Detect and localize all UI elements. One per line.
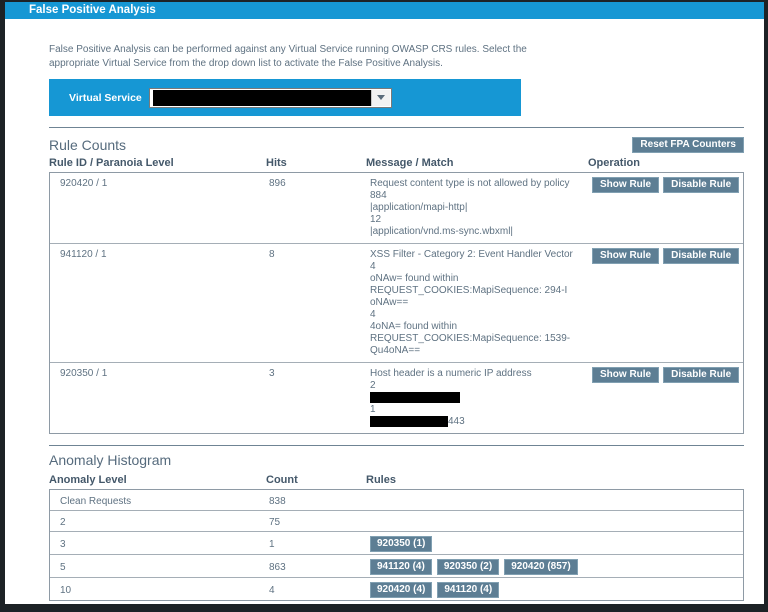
operation-cell: Show Rule Disable Rule: [589, 247, 743, 357]
table-row: 10 4 920420 (4) 941120 (4): [50, 578, 743, 600]
message-line: 4: [370, 309, 376, 320]
anomaly-table-body: Clean Requests 838 2 75 3 1 920350 (1) 5 863 9411…: [49, 489, 744, 602]
disable-rule-button[interactable]: Disable Rule: [663, 248, 740, 264]
select-arrow-button[interactable]: [370, 89, 390, 106]
message-line: oNAw==: [370, 297, 409, 308]
description-text: False Positive Analysis can be performed…: [49, 44, 527, 69]
rule-counts-title: Rule Counts: [49, 136, 127, 153]
message-line: oNAw= found within: [370, 273, 459, 284]
table-row: 920350 / 1 3 Host header is a numeric IP a…: [50, 363, 743, 433]
anomaly-level-cell: Clean Requests: [60, 495, 132, 507]
rule-chip-button[interactable]: 920350 (1): [370, 536, 433, 553]
rule-id-cell: 920350 / 1: [60, 368, 108, 379]
rules-cell: [367, 520, 743, 522]
chevron-down-icon: [376, 95, 385, 100]
reset-fpa-counters-button[interactable]: Reset FPA Counters: [632, 136, 744, 153]
message-line: REQUEST_COOKIES:MapiSequence: 294-I: [370, 285, 568, 296]
message-line: |application/vnd.ms-sync.wbxml|: [370, 226, 514, 237]
count-cell: 838: [269, 495, 286, 507]
message-line: 4: [370, 261, 376, 272]
message-match-cell: Host header is a numeric IP address 2 1 443: [367, 366, 589, 428]
rule-chip-button[interactable]: 920420 (857): [504, 559, 578, 576]
message-line: 4oNA= found within: [370, 321, 458, 332]
anomaly-level-cell: 10: [60, 584, 72, 596]
virtual-service-label: Virtual Service: [69, 91, 142, 104]
rules-cell: 920420 (4) 941120 (4): [367, 580, 743, 599]
table-row: 3 1 920350 (1): [50, 532, 743, 556]
message-match-cell: XSS Filter - Category 2: Event Handler V…: [367, 247, 589, 357]
page: False Positive Analysis False Positive A…: [5, 2, 764, 604]
table-row: Clean Requests 838: [50, 490, 743, 512]
disable-rule-button[interactable]: Disable Rule: [663, 367, 740, 383]
show-rule-button[interactable]: Show Rule: [592, 367, 660, 383]
rules-cell: 941120 (4) 920350 (2) 920420 (857): [367, 557, 743, 576]
virtual-service-panel: Virtual Service: [49, 79, 521, 116]
rules-cell: 920350 (1): [367, 534, 743, 553]
message-line: 884: [370, 190, 387, 201]
page-title: False Positive Analysis: [5, 2, 764, 19]
message-line: 1: [370, 404, 376, 416]
count-cell: 4: [269, 584, 275, 596]
anomaly-level-cell: 5: [60, 561, 66, 573]
message-line: Request content type is not allowed by p…: [370, 178, 570, 189]
message-line: [370, 392, 589, 404]
redacted-text: [370, 392, 460, 403]
col-header-message: Message / Match: [366, 157, 454, 169]
rule-chip-button[interactable]: 941120 (4): [437, 582, 500, 599]
anomaly-level-cell: 2: [60, 516, 66, 528]
col-header-count: Count: [266, 474, 298, 487]
col-header-hits: Hits: [266, 157, 287, 169]
message-line: Host header is a numeric IP address: [370, 368, 532, 379]
virtual-service-redacted-value: [152, 89, 371, 106]
message-line: 443: [370, 416, 589, 428]
message-line: 12: [370, 214, 382, 225]
hits-cell: 3: [269, 368, 275, 379]
count-cell: 1: [269, 538, 275, 550]
table-row: 941120 / 1 8 XSS Filter - Category 2: Even…: [50, 244, 743, 363]
col-header-operation: Operation: [588, 157, 640, 169]
operation-cell: Show Rule Disable Rule: [589, 366, 743, 428]
col-header-rule-id: Rule ID / Paranoia Level: [49, 157, 174, 169]
rule-id-cell: 920420 / 1: [60, 178, 108, 189]
virtual-service-select[interactable]: [148, 87, 392, 108]
anomaly-histogram-title: Anomaly Histogram: [49, 452, 172, 469]
redacted-text: [370, 416, 448, 428]
anomaly-level-cell: 3: [60, 538, 66, 550]
hits-cell: 8: [269, 249, 275, 260]
count-cell: 863: [269, 561, 286, 573]
rule-counts-header-row: Rule ID / Paranoia Level Hits Message / …: [49, 157, 744, 172]
message-line: 2: [370, 380, 376, 391]
section-divider: [49, 127, 744, 128]
col-header-anomaly-level: Anomaly Level: [49, 474, 127, 487]
section-divider: [49, 445, 744, 447]
rule-chip-button[interactable]: 920350 (2): [436, 559, 500, 576]
message-line: XSS Filter - Category 2: Event Handler V…: [370, 249, 573, 260]
disable-rule-button[interactable]: Disable Rule: [663, 177, 740, 193]
hits-cell: 896: [269, 178, 286, 189]
col-header-rules: Rules: [366, 474, 396, 487]
rule-chip-button[interactable]: 941120 (4): [370, 559, 432, 576]
message-line: REQUEST_COOKIES:MapiSequence: 1539-: [370, 333, 571, 344]
operation-cell: Show Rule Disable Rule: [589, 176, 743, 238]
anomaly-header-row: Anomaly Level Count Rules: [49, 474, 744, 489]
rules-cell: [367, 499, 743, 501]
message-line: |application/mapi-http|: [370, 202, 468, 213]
table-row: 920420 / 1 896 Request content type is not…: [50, 173, 743, 244]
show-rule-button[interactable]: Show Rule: [592, 248, 660, 264]
message-match-cell: Request content type is not allowed by p…: [367, 176, 589, 238]
rule-id-cell: 941120 / 1: [60, 249, 107, 260]
count-cell: 75: [269, 516, 281, 528]
table-row: 5 863 941120 (4) 920350 (2) 920420 (857): [50, 555, 743, 579]
message-line: Qu4oNA==: [370, 345, 421, 356]
rule-counts-table-body: 920420 / 1 896 Request content type is not…: [49, 172, 744, 435]
table-row: 2 75: [50, 511, 743, 533]
rule-chip-button[interactable]: 920420 (4): [370, 582, 433, 599]
show-rule-button[interactable]: Show Rule: [592, 177, 660, 193]
